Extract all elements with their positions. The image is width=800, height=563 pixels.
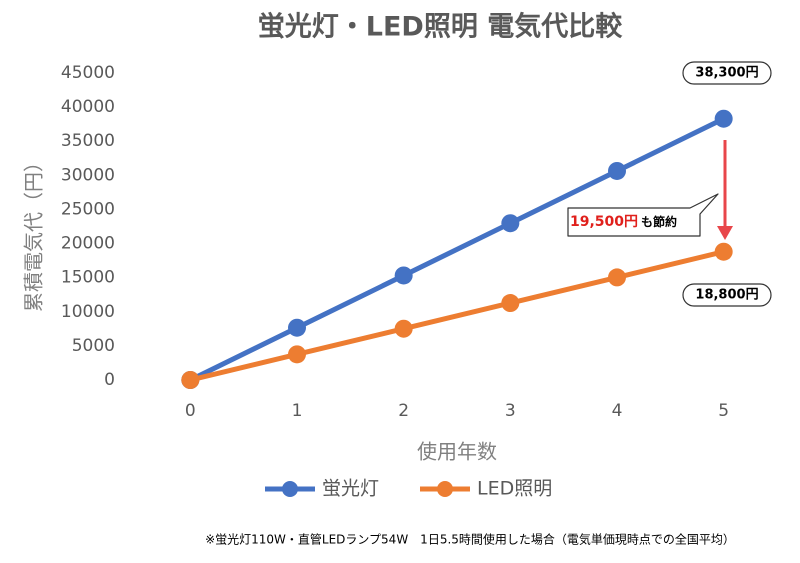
saving-amount: 19,500円	[570, 214, 638, 230]
point	[394, 319, 413, 338]
series-line	[189, 249, 725, 383]
y-tick-label: 25000	[61, 199, 115, 219]
point	[608, 268, 626, 287]
point	[608, 161, 626, 180]
annotation: 18,800円	[695, 288, 758, 303]
x-axis-label: 使用年数	[417, 440, 497, 464]
y-tick-label: 35000	[61, 131, 115, 151]
y-tick-label: 30000	[61, 165, 115, 185]
annotation: 38,300円	[695, 66, 758, 81]
legend-label: LED照明	[477, 478, 552, 500]
series-line	[189, 116, 725, 383]
x-tick-label: 2	[398, 401, 409, 421]
y-tick-label: 20000	[61, 234, 115, 254]
x-tick-label: 1	[292, 401, 303, 421]
footnote: ※蛍光灯110W・直管LEDランプ54W 1日5.5時間使用した場合（電気単価現…	[205, 532, 735, 547]
y-tick-label: 45000	[61, 63, 115, 83]
saving-suffix: も節約	[641, 214, 677, 229]
point	[181, 371, 200, 389]
y-tick-label: 5000	[72, 336, 115, 356]
y-tick-label: 0	[104, 370, 115, 390]
point	[714, 109, 733, 128]
arrow-head	[717, 226, 733, 240]
y-tick-label: 40000	[61, 97, 115, 117]
annotation-box	[682, 283, 772, 307]
point	[394, 266, 413, 285]
chart-title: 蛍光灯・LED照明 電気代比較	[258, 11, 623, 43]
legend-marker	[282, 481, 298, 497]
x-tick-label: 0	[185, 401, 196, 421]
x-tick-label: 5	[718, 401, 729, 421]
point	[714, 242, 733, 261]
legend-label: 蛍光灯	[322, 478, 379, 500]
callout-text: 19,500円 も節約	[570, 214, 677, 231]
x-tick-label: 4	[612, 401, 623, 421]
callout-box	[567, 193, 719, 237]
y-axis-label: 累積電気代（円）	[22, 152, 46, 312]
point	[288, 318, 306, 337]
point	[288, 345, 306, 364]
y-tick-label: 10000	[61, 302, 115, 322]
point	[501, 214, 520, 233]
legend-marker	[437, 481, 453, 497]
y-tick-label: 15000	[61, 268, 115, 288]
annotation-box	[682, 61, 772, 85]
x-tick-label: 3	[505, 401, 516, 421]
point	[501, 294, 520, 313]
